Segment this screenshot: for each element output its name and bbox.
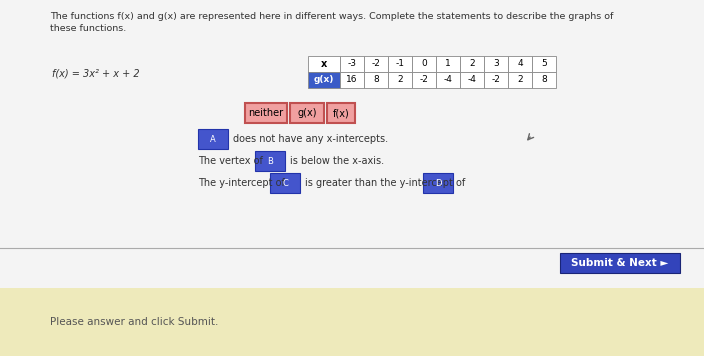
Text: 16: 16 [346, 75, 358, 84]
Bar [198, 129, 228, 149]
Bar [388, 56, 412, 72]
Text: Please answer and click Submit.: Please answer and click Submit. [50, 317, 218, 327]
Bar [460, 56, 484, 72]
Text: g(x): g(x) [314, 75, 334, 84]
Text: x: x [321, 59, 327, 69]
Text: neither: neither [249, 108, 284, 118]
Bar [560, 253, 680, 273]
Text: -2: -2 [491, 75, 501, 84]
Bar [412, 72, 436, 88]
Text: g(x): g(x) [297, 108, 317, 118]
Text: is below the x-axis.: is below the x-axis. [290, 156, 384, 166]
Text: D: D [435, 178, 441, 188]
Bar [436, 72, 460, 88]
Text: -4: -4 [444, 75, 453, 84]
Text: The vertex of: The vertex of [198, 156, 263, 166]
Bar [340, 72, 364, 88]
Text: does not have any x-intercepts.: does not have any x-intercepts. [233, 134, 388, 144]
Bar [423, 173, 453, 193]
Text: 3: 3 [493, 59, 499, 68]
Text: Submit & Next ►: Submit & Next ► [572, 258, 669, 268]
Bar [308, 56, 340, 72]
Text: A: A [210, 135, 216, 143]
Text: 2: 2 [397, 75, 403, 84]
Bar [508, 56, 532, 72]
Bar [388, 72, 412, 88]
Text: -3: -3 [348, 59, 356, 68]
Text: The y-intercept of: The y-intercept of [198, 178, 285, 188]
Text: 1: 1 [445, 59, 451, 68]
Text: f(x): f(x) [332, 108, 349, 118]
Text: C: C [282, 178, 288, 188]
Bar [484, 56, 508, 72]
Text: The functions f(x) and g(x) are represented here in different ways. Complete the: The functions f(x) and g(x) are represen… [50, 12, 613, 21]
Text: 2: 2 [469, 59, 474, 68]
Bar [0, 0, 704, 288]
FancyBboxPatch shape [290, 103, 324, 123]
Bar [412, 56, 436, 72]
Bar [436, 56, 460, 72]
Text: f(x) = 3x² + x + 2: f(x) = 3x² + x + 2 [52, 69, 139, 79]
Bar [508, 72, 532, 88]
Bar [484, 72, 508, 88]
Bar [532, 56, 556, 72]
Bar [270, 173, 300, 193]
Text: 8: 8 [373, 75, 379, 84]
Text: 4: 4 [517, 59, 523, 68]
Bar [364, 56, 388, 72]
Text: 5: 5 [541, 59, 547, 68]
Bar [308, 72, 340, 88]
Bar [340, 56, 364, 72]
Text: these functions.: these functions. [50, 24, 126, 33]
Bar [532, 72, 556, 88]
FancyBboxPatch shape [327, 103, 355, 123]
Text: is greater than the y-intercept of: is greater than the y-intercept of [305, 178, 465, 188]
Text: -2: -2 [420, 75, 429, 84]
FancyBboxPatch shape [245, 103, 287, 123]
Text: -1: -1 [396, 59, 405, 68]
Bar [255, 151, 285, 171]
Bar [460, 72, 484, 88]
Text: -4: -4 [467, 75, 477, 84]
Bar [0, 288, 704, 356]
Bar [364, 72, 388, 88]
Text: 2: 2 [517, 75, 523, 84]
Text: -2: -2 [372, 59, 380, 68]
Text: 8: 8 [541, 75, 547, 84]
Text: B: B [267, 157, 273, 166]
Text: 0: 0 [421, 59, 427, 68]
